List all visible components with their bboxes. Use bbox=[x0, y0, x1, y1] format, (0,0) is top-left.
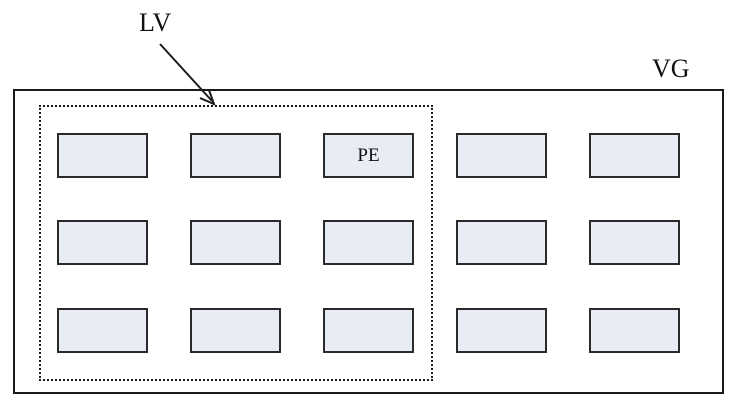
pe-cell bbox=[323, 308, 414, 353]
pe-cell bbox=[456, 220, 547, 265]
pe-cell bbox=[57, 308, 148, 353]
pe-cell bbox=[190, 220, 281, 265]
vg-label: VG bbox=[652, 54, 690, 83]
pe-cell bbox=[589, 220, 680, 265]
pe-cell bbox=[589, 133, 680, 178]
lv-label: LV bbox=[139, 8, 172, 37]
pe-cell bbox=[589, 308, 680, 353]
pe-cell bbox=[456, 133, 547, 178]
pe-cell bbox=[190, 133, 281, 178]
logical-volume-box bbox=[39, 105, 433, 381]
pe-cell bbox=[57, 220, 148, 265]
pe-cell bbox=[323, 220, 414, 265]
pe-cell bbox=[456, 308, 547, 353]
pe-cell-labeled: PE bbox=[323, 133, 414, 178]
volume-group-box bbox=[13, 89, 724, 394]
pe-cell bbox=[57, 133, 148, 178]
pe-cell bbox=[190, 308, 281, 353]
